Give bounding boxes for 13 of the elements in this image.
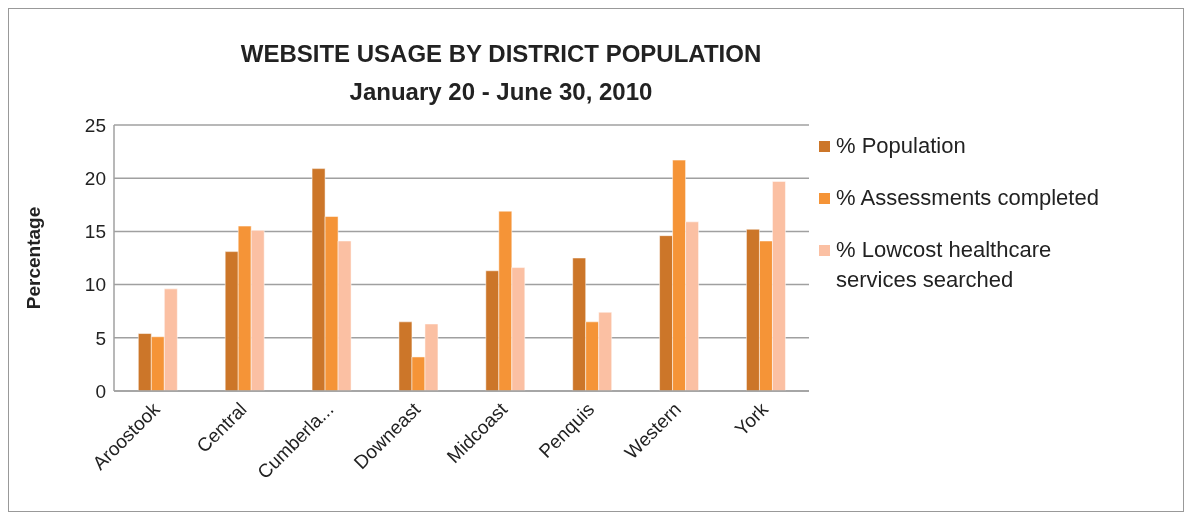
- chart-subtitle: January 20 - June 30, 2010: [348, 77, 654, 107]
- legend-label: % Assessments completed: [836, 184, 1100, 212]
- x-tick-label: York: [730, 398, 773, 440]
- y-tick-label: 20: [84, 167, 106, 189]
- y-tick-label: 0: [95, 380, 106, 402]
- y-tick-label: 5: [95, 327, 106, 349]
- legend-label: % Population: [836, 132, 967, 160]
- legend-label: % Lowcost healthcare services searched: [836, 236, 1053, 294]
- y-tick-label: 15: [84, 221, 106, 243]
- y-tick-label: 25: [84, 114, 106, 136]
- y-axis-title: Percentage: [22, 206, 44, 310]
- chart-title: WEBSITE USAGE BY DISTRICT POPULATION: [239, 39, 763, 69]
- y-tick-label: 10: [84, 274, 106, 296]
